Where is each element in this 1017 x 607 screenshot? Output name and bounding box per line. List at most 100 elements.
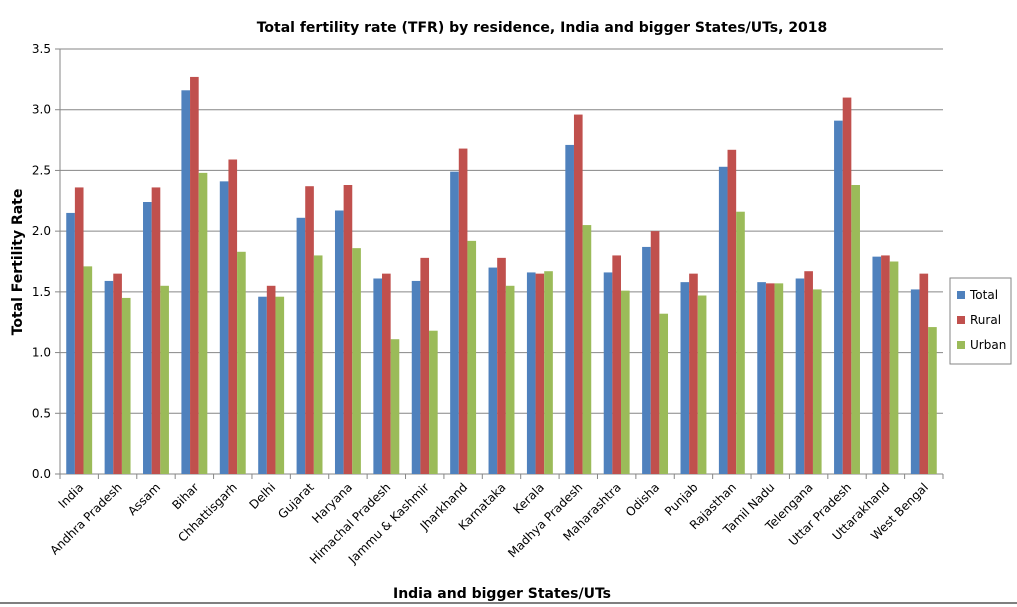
bar-total [143,202,152,474]
bar-urban [160,285,169,474]
bar-urban [812,289,822,474]
x-category-label: Bihar [169,480,201,512]
x-category-label: Assam [125,480,163,518]
bar-total [603,272,613,474]
bar-urban [851,185,860,474]
bar-urban [659,313,669,474]
x-category-label: Andhra Pradesh [47,480,124,557]
chart-title: Total fertility rate (TFR) by residence,… [257,20,828,36]
bar-urban [313,255,323,474]
bar-total [258,296,267,474]
y-tick-label: 1.5 [32,285,51,299]
bar-rural [266,285,276,474]
bar-urban [697,295,707,474]
x-category-label: India [56,480,87,511]
bar-urban [390,339,400,474]
bar-urban [121,297,131,474]
legend: Total Rural Urban [949,277,1012,365]
bar-total [565,144,574,474]
bar-total [181,90,191,474]
x-category-label: Punjab [662,480,701,519]
bar-urban [582,225,592,474]
bar-total [219,181,229,475]
bar-urban [928,327,937,474]
bar-total [642,246,651,474]
y-tick-label: 1.0 [32,346,51,360]
bar-total [526,272,536,474]
bar-total [910,289,920,474]
y-tick-label: 0.5 [32,406,51,420]
legend-swatch-total [957,291,965,299]
bar-rural [535,273,545,474]
bar-urban [467,240,477,474]
legend-label-rural: Rural [970,313,1001,327]
bar-urban [505,285,515,474]
bar-rural [190,76,199,475]
bar-total [718,166,728,475]
bar-urban [544,271,553,474]
bar-rural [113,273,122,474]
bar-rural [497,257,506,474]
bar-rural [573,114,583,474]
bar-rural [151,187,161,474]
bar-urban [889,261,899,474]
bar-rural [689,273,698,474]
bar-total [488,267,498,474]
bar-rural [74,187,84,474]
bar-total [104,280,114,474]
bottom-divider [0,602,1017,604]
bar-total [834,120,843,474]
legend-label-urban: Urban [970,338,1006,352]
bar-total [795,278,805,474]
x-axis-title: India and bigger States/UTs [393,586,611,602]
bar-total [66,212,75,474]
bar-rural [804,271,813,474]
y-axis-tick-labels: 0.0 0.5 1.0 1.5 2.0 2.5 3.0 3.5 [32,42,51,481]
bar-urban [83,266,93,474]
bar-total [334,210,344,474]
bar-urban [736,211,745,474]
bar-rural [458,148,468,474]
legend-swatch-rural [957,316,965,324]
legend-label-total: Total [969,288,998,302]
bar-rural [382,273,391,474]
legend-swatch-urban [957,341,965,349]
bar-rural [881,255,890,474]
x-category-label: Odisha [623,480,662,519]
bar-rural [765,283,775,474]
bar-urban [237,251,246,474]
bar-total [373,278,383,474]
bar-urban [198,172,208,475]
bar-total [680,282,690,474]
bar-urban [352,248,361,474]
bar-total [872,256,882,474]
bar-rural [727,149,737,475]
x-category-label: Delhi [247,480,279,512]
bar-rural [420,257,430,474]
bar-total [450,171,459,474]
bar-urban [275,296,285,474]
x-category-label: Kerala [510,480,547,517]
bar-rural [343,185,353,474]
bar-urban [429,330,438,474]
bar-rural [919,273,929,474]
y-axis-title: Total Fertility Rate [10,189,26,336]
bar-rural [305,186,314,474]
bars [66,76,937,475]
bar-rural [228,159,238,474]
bar-urban [774,283,784,474]
bar-total [296,217,306,475]
bar-total [757,282,766,474]
bar-urban [620,290,630,474]
y-tick-label: 0.0 [32,467,51,481]
y-tick-label: 2.0 [32,224,51,238]
bar-rural [842,97,852,474]
bar-rural [650,231,660,474]
bar-total [411,280,421,474]
y-tick-label: 3.5 [32,42,51,56]
y-tick-label: 3.0 [32,103,51,117]
bar-rural [612,255,621,474]
